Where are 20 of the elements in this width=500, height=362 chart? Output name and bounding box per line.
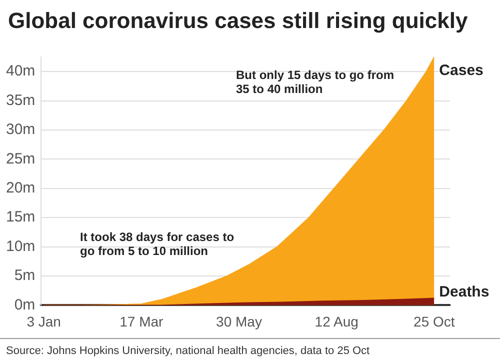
x-tick-label: 3 Jan (26, 313, 61, 330)
y-tick-label: 15m (6, 208, 36, 226)
y-tick-label: 35m (6, 92, 36, 109)
y-tick-label: 10m (6, 238, 36, 255)
x-tick-label: 17 Mar (120, 313, 164, 330)
annotation: It took 38 days for cases to go from 5 to 10 million (80, 230, 236, 258)
y-tick-label: 30m (6, 121, 36, 138)
y-tick-label: 5m (14, 267, 36, 284)
x-tick-label: 30 May (216, 313, 262, 330)
x-tick-label: 12 Aug (314, 313, 358, 330)
y-tick-label: 25m (6, 150, 36, 168)
annotation: But only 15 days to go from 35 to 40 million (236, 68, 396, 96)
chart-title: Global coronavirus cases still rising quickly (7, 7, 469, 35)
x-tick-label: 25 Oct (414, 313, 455, 330)
y-tick-label: 40m (6, 62, 36, 80)
series-label: Deaths (439, 283, 490, 300)
series-label: Cases (439, 62, 484, 80)
source-note: Source: Johns Hopkins University, national health agencies, data to 25 Oct (0, 338, 500, 357)
y-tick-label: 20m (6, 180, 36, 197)
y-tick-label: 0m (14, 296, 36, 314)
